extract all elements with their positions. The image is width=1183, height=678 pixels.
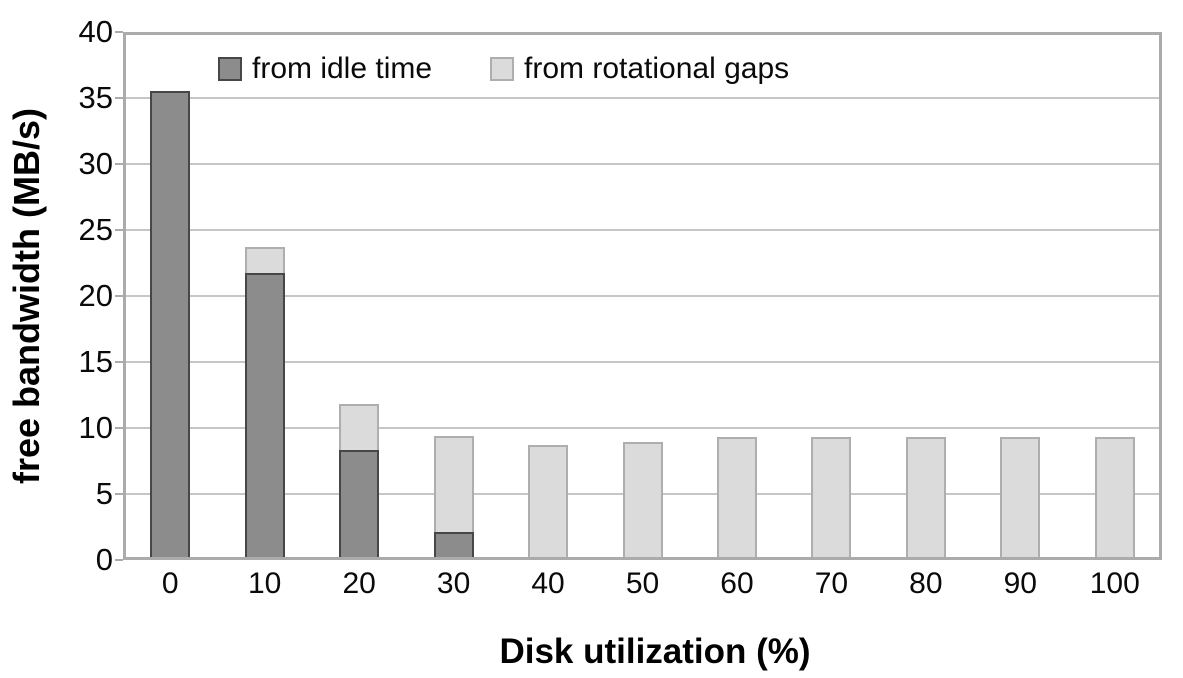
bar-group-50 — [622, 29, 663, 557]
x-tick-label-60: 60 — [720, 567, 754, 600]
x-tick-label-90: 90 — [1003, 567, 1037, 600]
legend-label-idle-time: from idle time — [252, 52, 433, 85]
bar-group-40 — [528, 29, 569, 557]
plot-area: from idle time from rotational gaps — [123, 32, 1162, 560]
bar-group-20 — [339, 29, 380, 557]
x-tick-label-30: 30 — [436, 567, 471, 600]
x-tick-label-20: 20 — [342, 567, 376, 600]
y-tick-label-10: 10 — [78, 410, 113, 445]
x-tick-label-40: 40 — [531, 567, 565, 600]
y-tick-mark-20 — [115, 295, 123, 297]
y-tick-mark-5 — [115, 493, 123, 495]
bar-segment-100-rotational-gaps — [1094, 436, 1135, 557]
bar-group-0 — [150, 29, 191, 557]
x-tick-label-80: 80 — [909, 567, 943, 600]
bar-group-70 — [811, 29, 852, 557]
bar-segment-10-rotational-gaps — [244, 246, 285, 274]
bar-segment-70-rotational-gaps — [811, 436, 852, 557]
bar-segment-0-idle-time — [150, 91, 191, 557]
bar-segment-40-rotational-gaps — [528, 444, 569, 557]
y-tick-label-15: 15 — [78, 344, 113, 379]
y-tick-mark-15 — [115, 361, 123, 363]
legend-item-idle-time: from idle time — [218, 52, 433, 85]
y-tick-label-35: 35 — [78, 80, 113, 115]
x-tick-label-70: 70 — [814, 567, 849, 600]
bar-group-80 — [905, 29, 946, 557]
legend-item-rotational-gaps: from rotational gaps — [490, 52, 790, 85]
bar-group-30 — [433, 29, 474, 557]
legend-label-rotational-gaps: from rotational gaps — [524, 52, 790, 85]
y-tick-label-20: 20 — [78, 278, 113, 313]
y-tick-mark-30 — [115, 163, 123, 165]
bar-segment-50-rotational-gaps — [622, 442, 663, 557]
bar-group-90 — [1000, 29, 1041, 557]
y-tick-label-40: 40 — [78, 14, 113, 49]
gridline-y-35 — [126, 97, 1159, 99]
y-tick-label-5: 5 — [95, 476, 113, 511]
bar-segment-30-rotational-gaps — [433, 435, 474, 532]
bar-segment-80-rotational-gaps — [905, 436, 946, 557]
x-tick-label-0: 0 — [161, 567, 179, 600]
bar-group-100 — [1094, 29, 1135, 557]
bar-segment-20-idle-time — [339, 450, 380, 557]
y-tick-mark-0 — [115, 559, 123, 561]
bar-segment-60-rotational-gaps — [716, 436, 757, 557]
x-tick-label-100: 100 — [1089, 567, 1140, 600]
bar-segment-30-idle-time — [433, 531, 474, 557]
y-tick-mark-40 — [115, 31, 123, 33]
gridline-y-20 — [126, 295, 1159, 297]
legend-swatch-idle-time — [218, 57, 242, 81]
bar-group-10 — [244, 29, 285, 557]
bar-segment-20-rotational-gaps — [339, 403, 380, 451]
gridline-y-30 — [126, 163, 1159, 165]
x-axis-title: Disk utilization (%) — [499, 632, 811, 671]
x-tick-label-10: 10 — [247, 567, 282, 600]
bar-segment-90-rotational-gaps — [1000, 436, 1041, 557]
y-tick-mark-25 — [115, 229, 123, 231]
bar-segment-10-idle-time — [244, 273, 285, 557]
y-tick-mark-35 — [115, 97, 123, 99]
gridline-y-25 — [126, 229, 1159, 231]
bar-group-60 — [716, 29, 757, 557]
y-tick-label-0: 0 — [95, 542, 113, 577]
x-tick-label-50: 50 — [625, 567, 660, 600]
y-tick-label-30: 30 — [78, 146, 113, 181]
y-tick-mark-10 — [115, 427, 123, 429]
y-tick-label-25: 25 — [78, 212, 113, 247]
legend-swatch-rotational-gaps — [490, 57, 514, 81]
gridline-y-10 — [126, 427, 1159, 429]
gridline-y-15 — [126, 361, 1159, 363]
